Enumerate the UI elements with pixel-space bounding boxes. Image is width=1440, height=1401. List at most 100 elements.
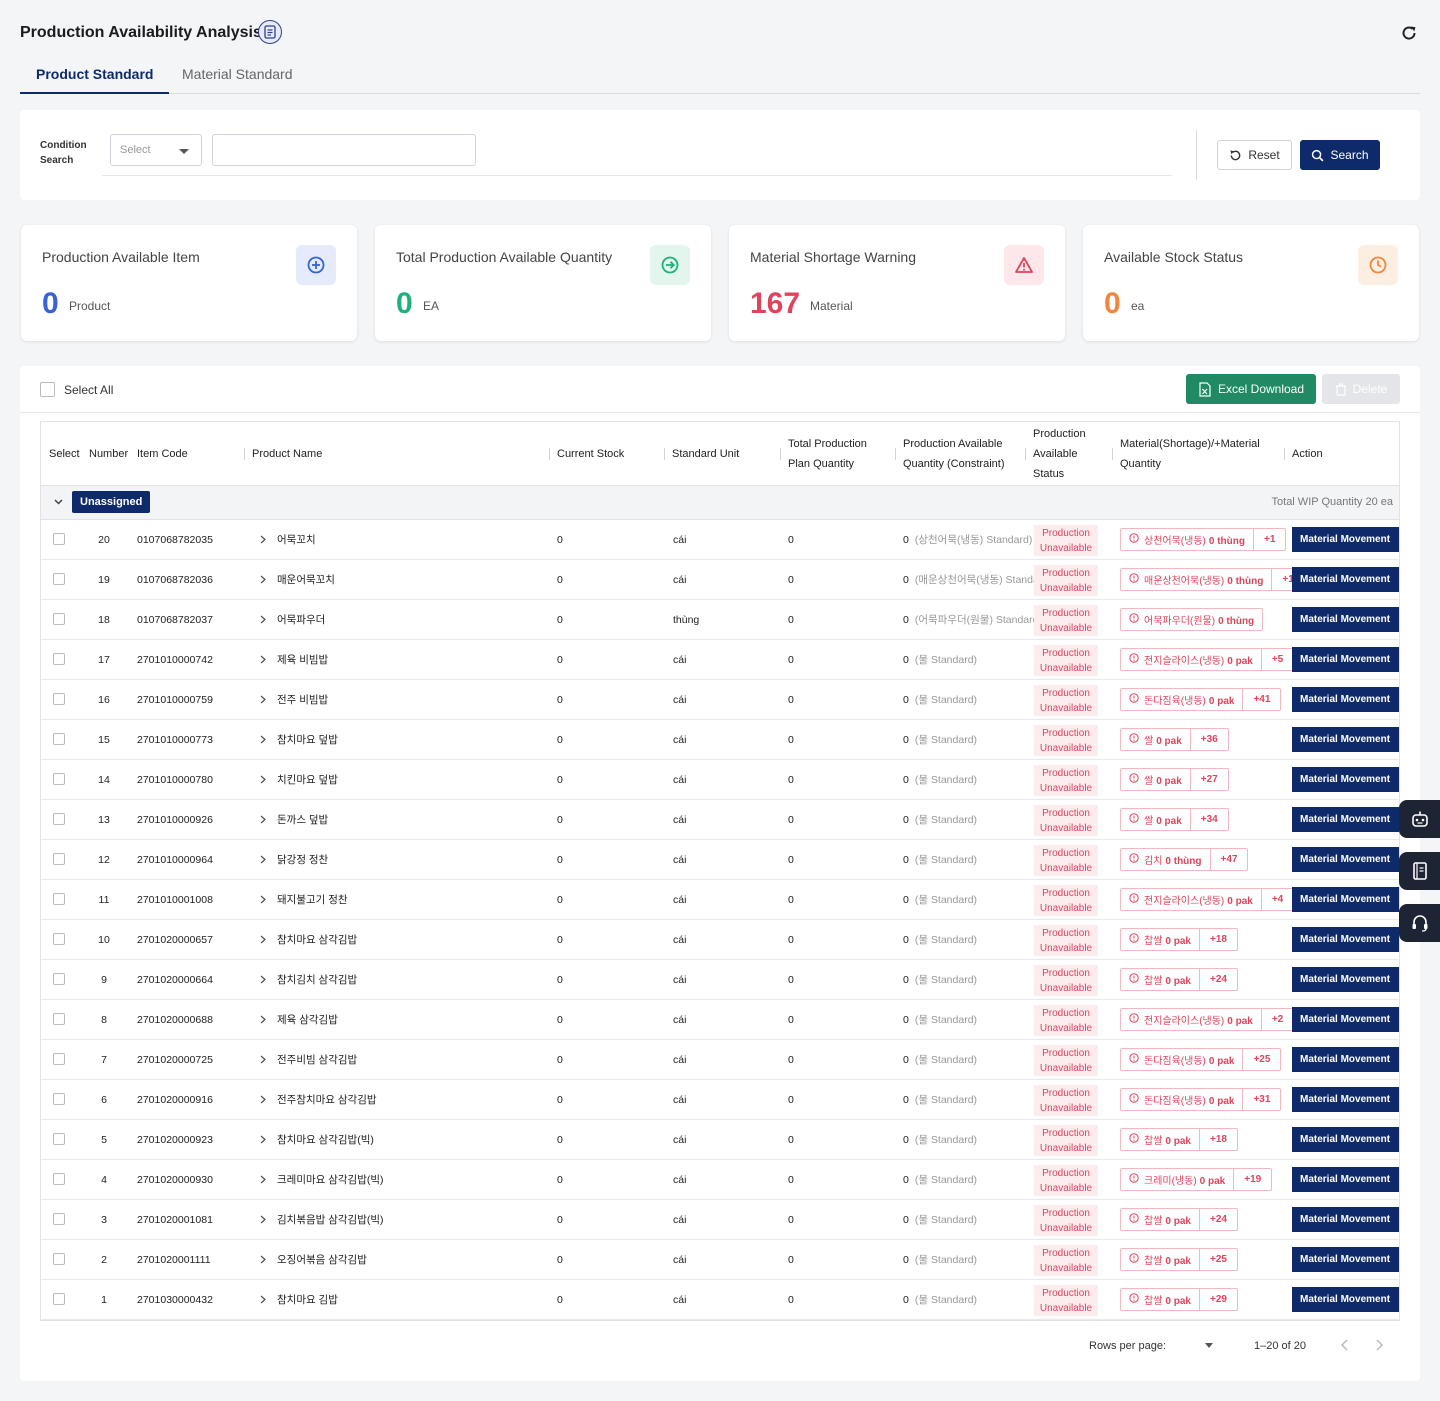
excel-download-button[interactable]: Excel Download <box>1186 374 1316 404</box>
chevron-right-icon[interactable] <box>259 1294 267 1308</box>
table-row[interactable]: 5 2701020000923 참치마요 삼각김밥(빅) 0 cái 0 0 (물 Stand… <box>41 1120 1399 1160</box>
material-movement-button[interactable]: Material Movement <box>1292 967 1399 992</box>
chevron-right-icon[interactable] <box>259 1094 267 1108</box>
table-row[interactable]: 20 0107068782035 어묵꼬치 0 cái 0 0 (상천어묵(냉동) Stand… <box>41 520 1399 560</box>
select-all[interactable]: Select All <box>40 382 113 397</box>
row-checkbox[interactable] <box>53 813 65 825</box>
row-checkbox[interactable] <box>53 1173 65 1185</box>
extra-material-count[interactable]: +1 <box>1271 569 1303 590</box>
chevron-right-icon[interactable] <box>1372 1336 1386 1354</box>
row-checkbox[interactable] <box>53 733 65 745</box>
extra-material-count[interactable]: +19 <box>1233 1169 1271 1190</box>
chevron-right-icon[interactable] <box>259 654 267 668</box>
row-checkbox[interactable] <box>53 853 65 865</box>
row-checkbox[interactable] <box>53 1053 65 1065</box>
notebook-icon[interactable] <box>1399 852 1440 890</box>
column-header-available-status[interactable]: Production Available Status <box>1025 422 1112 486</box>
table-row[interactable]: 11 2701010001008 돼지불고기 정찬 0 cái 0 0 (물 Standard… <box>41 880 1399 920</box>
row-checkbox[interactable] <box>53 613 65 625</box>
table-row[interactable]: 13 2701010000926 돈까스 덮밥 0 cái 0 0 (물 Standard) P… <box>41 800 1399 840</box>
material-movement-button[interactable]: Material Movement <box>1292 1167 1399 1192</box>
chevron-right-icon[interactable] <box>259 974 267 988</box>
chevron-right-icon[interactable] <box>259 1254 267 1268</box>
table-row[interactable]: 17 2701010000742 제육 비빔밥 0 cái 0 0 (물 Standard) P… <box>41 640 1399 680</box>
material-movement-button[interactable]: Material Movement <box>1292 1207 1399 1232</box>
material-shortage-chip[interactable]: 돈다짐육(냉동) 0 pak +31 <box>1120 1088 1282 1111</box>
material-shortage-chip[interactable]: 찹쌀 0 pak +25 <box>1120 1248 1238 1271</box>
material-movement-button[interactable]: Material Movement <box>1292 927 1399 952</box>
reset-button[interactable]: Reset <box>1217 140 1292 170</box>
material-movement-button[interactable]: Material Movement <box>1292 1247 1399 1272</box>
table-row[interactable]: 1 2701030000432 참치마요 김밥 0 cái 0 0 (물 Standard) P… <box>41 1280 1399 1320</box>
extra-material-count[interactable]: +24 <box>1198 969 1237 990</box>
column-header-select[interactable]: Select <box>49 448 80 460</box>
row-checkbox[interactable] <box>53 1133 65 1145</box>
table-row[interactable]: 8 2701020000688 제육 삼각김밥 0 cái 0 0 (물 Standard) P… <box>41 1000 1399 1040</box>
extra-material-count[interactable]: +25 <box>1198 1249 1237 1270</box>
column-header-product-name[interactable]: Product Name <box>244 422 549 486</box>
extra-material-count[interactable]: +1 <box>1252 529 1285 550</box>
table-row[interactable]: 3 2701020001081 김치볶음밥 삼각김밥(빅) 0 cái 0 0 (물 Stan… <box>41 1200 1399 1240</box>
table-row[interactable]: 16 2701010000759 전주 비빔밥 0 cái 0 0 (물 Standard) P… <box>41 680 1399 720</box>
extra-material-count[interactable]: +41 <box>1242 689 1280 710</box>
row-checkbox[interactable] <box>53 693 65 705</box>
table-row[interactable]: 19 0107068782036 매운어묵꼬치 0 cái 0 0 (매운상천어묵(냉동) S… <box>41 560 1399 600</box>
column-header-number[interactable]: Number <box>89 448 129 460</box>
material-shortage-chip[interactable]: 전지슬라이스(냉동) 0 pak +5 <box>1120 648 1295 671</box>
column-header-plan-quantity[interactable]: Total Production Plan Quantity <box>780 422 895 486</box>
extra-material-count[interactable]: +18 <box>1198 929 1237 950</box>
extra-material-count[interactable]: +2 <box>1260 1009 1293 1030</box>
row-checkbox[interactable] <box>53 1213 65 1225</box>
table-row[interactable]: 18 0107068782037 어묵파우더 0 thùng 0 0 (어묵파우더(원물) S… <box>41 600 1399 640</box>
material-movement-button[interactable]: Material Movement <box>1292 527 1399 552</box>
row-checkbox[interactable] <box>53 533 65 545</box>
table-row[interactable]: 15 2701010000773 참치마요 덮밥 0 cái 0 0 (물 Standard)… <box>41 720 1399 760</box>
extra-material-count[interactable]: +27 <box>1189 769 1228 790</box>
tab-product-standard[interactable]: Product Standard <box>20 58 170 94</box>
column-header-current-stock[interactable]: Current Stock <box>549 422 664 486</box>
refresh-icon[interactable] <box>1398 22 1420 44</box>
table-row[interactable]: 14 2701010000780 치킨마요 덮밥 0 cái 0 0 (물 Standard)… <box>41 760 1399 800</box>
condition-select[interactable]: Select <box>110 134 202 166</box>
table-row[interactable]: 6 2701020000916 전주참치마요 삼각김밥 0 cái 0 0 (물 Standa… <box>41 1080 1399 1120</box>
column-header-material-shortage[interactable]: Material(Shortage)/+Material Quantity <box>1112 422 1284 486</box>
extra-material-count[interactable]: +29 <box>1198 1289 1237 1310</box>
material-movement-button[interactable]: Material Movement <box>1292 767 1399 792</box>
material-movement-button[interactable]: Material Movement <box>1292 1127 1399 1152</box>
chevron-right-icon[interactable] <box>259 894 267 908</box>
material-shortage-chip[interactable]: 돈다짐육(냉동) 0 pak +41 <box>1120 688 1282 711</box>
material-movement-button[interactable]: Material Movement <box>1292 567 1399 592</box>
material-movement-button[interactable]: Material Movement <box>1292 1047 1399 1072</box>
select-all-checkbox[interactable] <box>40 382 55 397</box>
chevron-right-icon[interactable] <box>259 614 267 628</box>
row-checkbox[interactable] <box>53 933 65 945</box>
chevron-right-icon[interactable] <box>259 854 267 868</box>
chevron-right-icon[interactable] <box>259 814 267 828</box>
chevron-right-icon[interactable] <box>259 934 267 948</box>
row-checkbox[interactable] <box>53 1293 65 1305</box>
material-movement-button[interactable]: Material Movement <box>1292 687 1399 712</box>
material-movement-button[interactable]: Material Movement <box>1292 607 1399 632</box>
extra-material-count[interactable]: +24 <box>1198 1209 1237 1230</box>
search-input[interactable] <box>212 134 476 166</box>
extra-material-count[interactable]: +25 <box>1242 1049 1280 1070</box>
column-header-action[interactable]: Action <box>1284 422 1399 486</box>
chevron-right-icon[interactable] <box>259 774 267 788</box>
tab-material-standard[interactable]: Material Standard <box>182 66 293 82</box>
search-button[interactable]: Search <box>1300 140 1380 170</box>
chevron-right-icon[interactable] <box>259 1054 267 1068</box>
material-shortage-chip[interactable]: 찹쌀 0 pak +24 <box>1120 968 1238 991</box>
extra-material-count[interactable]: +31 <box>1242 1089 1280 1110</box>
chevron-right-icon[interactable] <box>259 1014 267 1028</box>
row-checkbox[interactable] <box>53 773 65 785</box>
extra-material-count[interactable]: +4 <box>1260 889 1293 910</box>
delete-button[interactable]: Delete <box>1322 374 1400 404</box>
column-header-available-quantity[interactable]: Production Available Quantity (Constrain… <box>895 422 1025 486</box>
material-shortage-chip[interactable]: 찹쌀 0 pak +24 <box>1120 1208 1238 1231</box>
chevron-right-icon[interactable] <box>259 694 267 708</box>
material-shortage-chip[interactable]: 전지슬라이스(냉동) 0 pak +2 <box>1120 1008 1295 1031</box>
extra-material-count[interactable]: +47 <box>1209 849 1248 870</box>
